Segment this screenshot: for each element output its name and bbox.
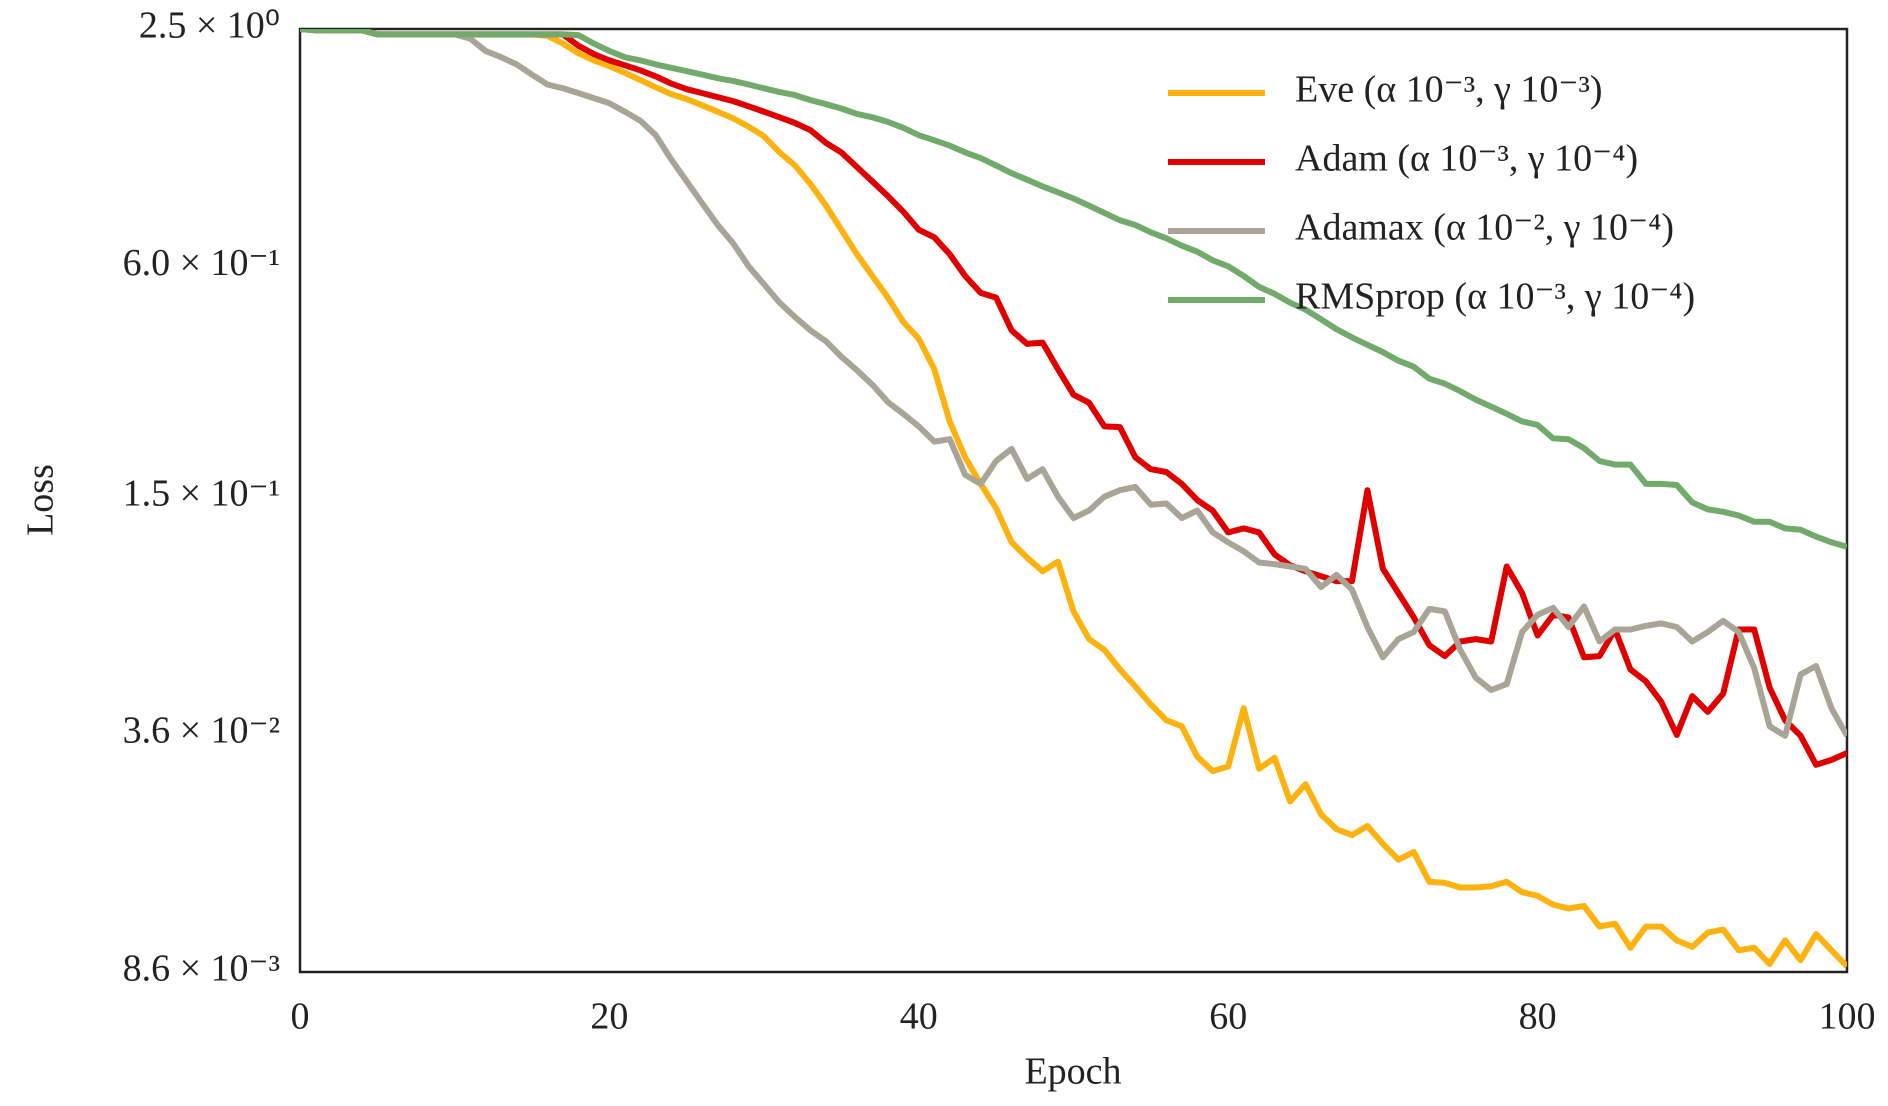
x-tick-label: 0 xyxy=(291,996,310,1038)
y-axis-label: Loss xyxy=(20,464,62,536)
x-tick-label: 80 xyxy=(1519,996,1557,1038)
y-tick-label: 8.6 × 10⁻³ xyxy=(123,948,280,990)
y-tick-label: 1.5 × 10⁻¹ xyxy=(123,472,280,514)
x-tick-label: 20 xyxy=(590,996,628,1038)
legend-label: RMSprop (α 10⁻³, γ 10⁻⁴) xyxy=(1295,276,1695,318)
line-series xyxy=(300,29,1847,739)
legend-label: Adamax (α 10⁻², γ 10⁻⁴) xyxy=(1295,207,1674,249)
x-tick-label: 40 xyxy=(900,996,938,1038)
legend-label: Adam (α 10⁻³, γ 10⁻⁴) xyxy=(1295,138,1638,180)
plot-frame xyxy=(298,27,1849,974)
line-series xyxy=(300,29,1847,550)
legend-label: Eve (α 10⁻³, γ 10⁻³) xyxy=(1295,69,1603,111)
x-tick-label: 100 xyxy=(1819,996,1876,1038)
x-axis-label: Epoch xyxy=(1024,1051,1121,1093)
y-tick-label: 3.6 × 10⁻² xyxy=(123,710,280,752)
y-tick-label: 6.0 × 10⁻¹ xyxy=(123,242,280,284)
y-tick-label: 2.5 × 10⁰ xyxy=(139,5,280,47)
x-tick-label: 60 xyxy=(1209,996,1247,1038)
line-series xyxy=(300,29,1847,969)
